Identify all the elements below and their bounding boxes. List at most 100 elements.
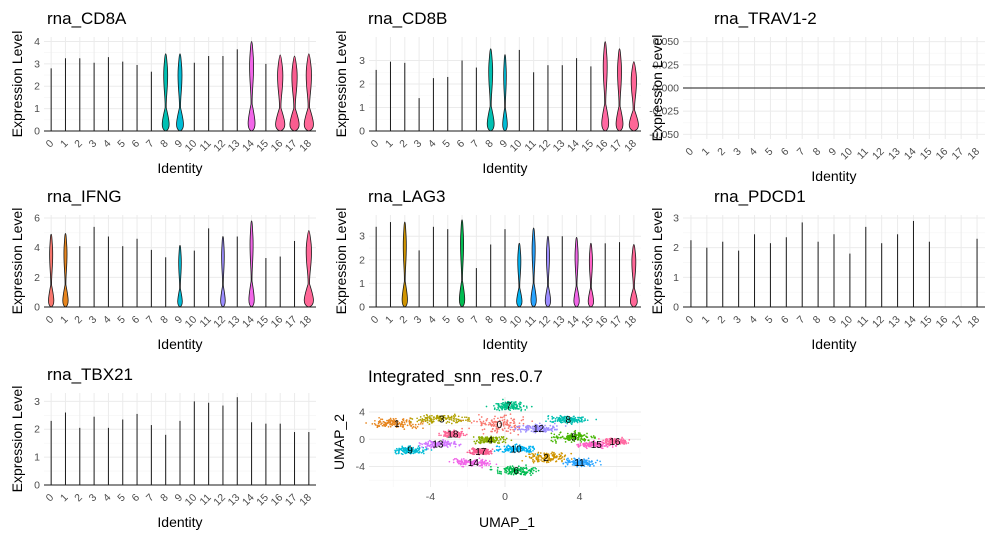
cluster-point [547, 417, 550, 420]
cluster-point [386, 419, 388, 422]
cluster-point [481, 464, 484, 467]
y-axis-label: Expression Level [333, 208, 349, 315]
cluster-point [570, 452, 573, 455]
cluster-point [563, 437, 565, 439]
cluster-point [512, 470, 514, 473]
x-tick-label: 16 [934, 146, 951, 163]
x-tick-label: 1 [383, 138, 396, 151]
cluster-point [401, 421, 404, 424]
x-tick-label: 1 [58, 314, 71, 327]
cluster-point [578, 461, 581, 463]
cluster-point [496, 471, 499, 473]
cluster-point [414, 423, 417, 426]
cluster-point [502, 403, 505, 406]
cluster-point [609, 442, 612, 445]
cluster-point [523, 446, 526, 449]
cluster-point [503, 405, 506, 408]
cluster-point [400, 448, 402, 450]
cluster-point [609, 443, 611, 446]
cluster-point [534, 426, 537, 429]
cluster-point [428, 416, 430, 418]
cluster-point [520, 419, 523, 422]
cluster-point [438, 445, 440, 448]
cluster-point [527, 447, 530, 450]
cluster-point [581, 438, 584, 441]
cluster-point [527, 425, 529, 427]
cluster-point [502, 429, 504, 432]
cluster-point [551, 451, 554, 454]
cluster-point [468, 427, 470, 430]
cluster-point [520, 431, 522, 433]
violin-14 [248, 220, 255, 308]
x-tick-label: 18 [297, 492, 314, 509]
cluster-point [377, 422, 380, 425]
cluster-point [504, 469, 506, 471]
cluster-point [481, 428, 484, 431]
cluster-point [590, 442, 593, 444]
cluster-point [458, 419, 461, 422]
cluster-point [628, 439, 631, 441]
cluster-point [452, 461, 455, 464]
cluster-point [533, 448, 536, 451]
cluster-point [546, 428, 549, 431]
cluster-point [455, 420, 458, 422]
cluster-point [532, 460, 534, 462]
x-tick-label: 18 [965, 314, 982, 331]
cluster-point [506, 404, 509, 407]
cluster-point [520, 409, 522, 412]
cluster-point [471, 448, 473, 450]
cluster-point [487, 439, 490, 441]
cluster-point [528, 449, 530, 452]
cluster-point [485, 459, 487, 462]
cluster-point [456, 460, 459, 463]
cluster-point [432, 420, 435, 422]
cluster-point [425, 448, 428, 451]
cluster-point [445, 444, 448, 446]
cluster-point [415, 427, 418, 430]
cluster-point [497, 450, 500, 452]
cluster-point [470, 421, 473, 424]
cluster-point [541, 460, 544, 463]
y-axis-label: Expression Level [9, 208, 25, 315]
x-tick-label: 0 [369, 138, 382, 151]
cluster-point [554, 439, 557, 441]
cluster-point [559, 431, 562, 434]
cluster-point [561, 419, 564, 421]
cluster-point [603, 445, 606, 447]
cluster-point [561, 435, 564, 438]
cluster-point [497, 466, 499, 469]
cluster-point [418, 451, 421, 453]
cluster-point [461, 465, 463, 468]
cluster-point [495, 445, 498, 448]
cluster-point [517, 465, 520, 468]
panel-title: rna_CD8B [368, 9, 447, 28]
cluster-point [415, 450, 418, 452]
cluster-point [499, 426, 502, 428]
cluster-point [412, 423, 414, 426]
cluster-point [480, 441, 482, 444]
cluster-point [389, 425, 392, 428]
cluster-point [550, 432, 553, 435]
cluster-point [525, 464, 527, 466]
cluster-point [422, 452, 425, 455]
cluster-point [532, 461, 535, 464]
cluster-point [492, 422, 495, 425]
cluster-point [560, 457, 563, 459]
cluster-point [511, 407, 514, 409]
cluster-point [508, 406, 511, 409]
cluster-point [579, 439, 582, 441]
cluster-point [558, 416, 561, 419]
cluster-point [552, 436, 555, 438]
x-tick-label: 1 [699, 314, 712, 327]
cluster-point [511, 449, 514, 452]
cluster-point [391, 420, 394, 423]
cluster-point [496, 439, 498, 441]
cluster-point [442, 444, 445, 447]
cluster-point [533, 460, 536, 462]
x-tick-label: 2 [715, 314, 728, 327]
cluster-point [408, 449, 411, 451]
violin-16 [601, 41, 610, 132]
cluster-point [480, 416, 483, 418]
cluster-point [457, 415, 460, 418]
cluster-point [553, 428, 556, 431]
